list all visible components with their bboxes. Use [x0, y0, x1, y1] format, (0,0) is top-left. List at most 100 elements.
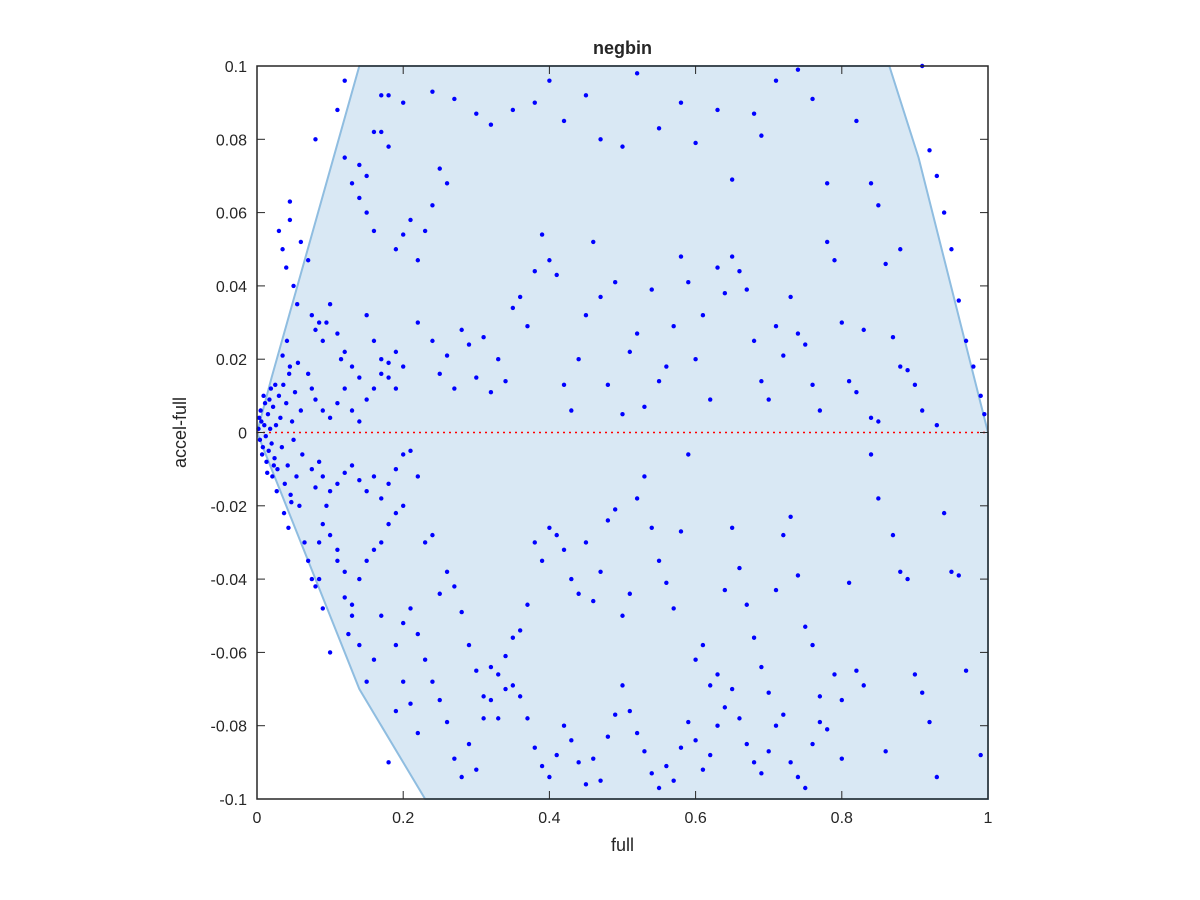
y-tick-label: 0.06 [216, 206, 247, 223]
data-point [408, 606, 413, 611]
data-point [292, 389, 298, 395]
data-point [927, 148, 932, 153]
data-point [773, 78, 779, 83]
data-point [656, 558, 662, 563]
data-point [379, 613, 384, 618]
data-point [978, 393, 983, 399]
data-point [466, 642, 472, 648]
data-point [327, 488, 333, 494]
data-point [561, 547, 567, 552]
data-point [982, 411, 987, 417]
data-point [452, 584, 457, 589]
data-point [547, 774, 552, 780]
data-point [335, 107, 340, 113]
data-point [379, 371, 384, 377]
data-point [612, 507, 618, 512]
data-point [569, 576, 574, 582]
data-point [598, 137, 603, 142]
data-point [265, 470, 270, 476]
data-point [620, 144, 625, 149]
data-point [393, 510, 399, 516]
data-point [452, 386, 457, 391]
data-point [839, 697, 844, 703]
data-point [379, 357, 384, 362]
data-point [474, 375, 479, 380]
data-point [627, 349, 633, 355]
data-point [281, 382, 286, 388]
data-point [408, 217, 413, 223]
data-point [803, 624, 808, 629]
data-point [364, 173, 369, 179]
data-point [729, 686, 735, 692]
data-point [517, 294, 523, 300]
data-point [700, 313, 706, 318]
data-point [320, 606, 325, 611]
data-point [693, 657, 698, 662]
data-point [554, 752, 559, 758]
data-point [271, 463, 277, 468]
x-tick-label: 1 [984, 810, 993, 827]
data-point [496, 716, 501, 721]
data-point [503, 686, 508, 692]
data-point [876, 419, 881, 424]
data-point [627, 708, 633, 714]
data-point [539, 232, 545, 237]
y-tick-label: -0.06 [211, 645, 248, 662]
data-point [715, 672, 720, 677]
data-point [612, 280, 618, 285]
data-point [298, 239, 304, 245]
data-point [259, 419, 264, 424]
data-point [316, 459, 322, 465]
data-point [700, 642, 706, 648]
data-point [297, 503, 302, 508]
data-point [547, 258, 552, 263]
y-tick-label: -0.04 [211, 572, 248, 589]
data-point [532, 540, 537, 545]
y-tick-label: -0.1 [219, 792, 247, 809]
data-point [963, 338, 969, 344]
data-point [583, 782, 589, 787]
data-point [371, 547, 377, 552]
data-point [393, 708, 399, 714]
data-point [452, 96, 457, 102]
data-point [256, 415, 262, 421]
data-point [444, 353, 450, 358]
data-point [386, 144, 391, 149]
data-point [956, 298, 961, 303]
confidence-band [255, 65, 989, 800]
data-point [634, 71, 640, 76]
data-point [401, 503, 406, 508]
data-point [788, 294, 793, 300]
data-point [379, 496, 384, 501]
data-point [335, 331, 340, 336]
data-point [273, 422, 279, 428]
data-point [320, 338, 325, 344]
data-point [612, 712, 618, 717]
data-point [898, 247, 903, 252]
data-point [561, 723, 567, 728]
data-point [260, 444, 266, 450]
data-point [386, 760, 391, 765]
data-point [393, 642, 399, 648]
data-point [642, 474, 647, 479]
data-point [890, 335, 896, 340]
data-point [868, 415, 874, 421]
data-point [357, 375, 362, 380]
data-point [561, 118, 567, 124]
data-point [810, 642, 815, 648]
data-point [525, 324, 530, 329]
data-point [525, 602, 530, 607]
data-point [335, 558, 340, 563]
data-point [386, 360, 391, 366]
data-point [795, 67, 801, 72]
data-point [803, 785, 808, 791]
data-point [934, 173, 940, 179]
data-point [547, 78, 552, 83]
data-point [832, 258, 837, 263]
data-point [444, 569, 450, 574]
data-point [401, 100, 406, 105]
data-point [466, 342, 472, 347]
data-point [481, 335, 486, 340]
data-point [371, 338, 377, 344]
